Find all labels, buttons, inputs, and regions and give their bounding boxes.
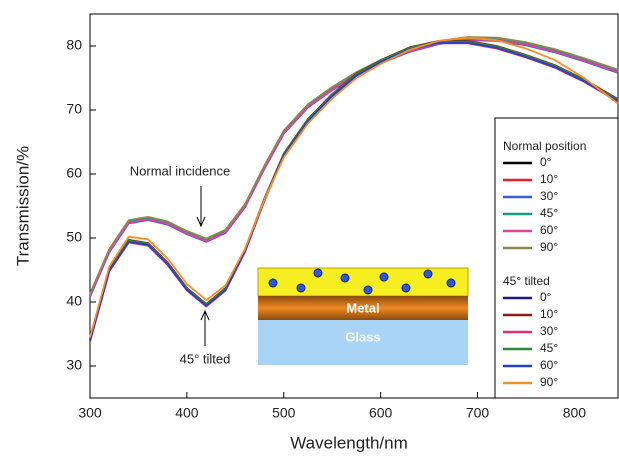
- x-tick-label: 600: [369, 405, 393, 421]
- legend-label: 30°: [540, 189, 558, 203]
- legend-label: 60°: [540, 358, 558, 372]
- legend-label: 60°: [540, 223, 558, 237]
- x-tick-label: 500: [272, 405, 296, 421]
- legend-label: 45°: [540, 206, 558, 220]
- series-line: [89, 41, 619, 342]
- series-line: [89, 38, 619, 297]
- legend-label: 0°: [540, 290, 552, 304]
- annotation-arrow: [200, 309, 210, 346]
- legend-label: 45°: [540, 341, 558, 355]
- y-tick-label: 80: [66, 37, 82, 53]
- series-line: [89, 36, 619, 295]
- x-tick-label: 800: [563, 405, 587, 421]
- x-tick-label: 300: [78, 405, 102, 421]
- particles: [268, 268, 456, 295]
- lines: [89, 36, 619, 342]
- x-tick-label: 700: [466, 405, 490, 421]
- y-tick-label: 50: [66, 229, 82, 245]
- inset-label: Glass: [345, 329, 380, 344]
- annotation: 45° tilted: [180, 351, 231, 366]
- annotation-arrow: [196, 186, 206, 228]
- inset-diagram: Metal Glass: [257, 267, 469, 365]
- y-tick-label: 30: [66, 357, 82, 373]
- x-tick-label: 400: [175, 405, 199, 421]
- legend-label: 10°: [540, 307, 558, 321]
- y-tick-label: 60: [66, 165, 82, 181]
- legend-title: 45° tilted: [503, 274, 550, 288]
- legend-label: 90°: [540, 375, 558, 389]
- inset-label: Metal: [346, 300, 379, 315]
- legend-label: 0°: [540, 155, 552, 169]
- y-tick-label: 70: [66, 101, 82, 117]
- legend-box: [494, 117, 619, 399]
- legend-title: Normal position: [503, 139, 586, 153]
- legend-label: 90°: [540, 240, 558, 254]
- annotation: Normal incidence: [130, 163, 230, 178]
- glass-layer: [258, 320, 468, 365]
- legend-label: 10°: [540, 172, 558, 186]
- series-line: [89, 36, 619, 338]
- legend-label: 30°: [540, 324, 558, 338]
- particle-layer: [257, 267, 469, 297]
- metal-layer: [258, 296, 468, 320]
- y-tick-label: 40: [66, 293, 82, 309]
- y-axis-label: Transmission/%: [13, 146, 32, 266]
- x-axis-label: Wavelength/nm: [290, 433, 407, 452]
